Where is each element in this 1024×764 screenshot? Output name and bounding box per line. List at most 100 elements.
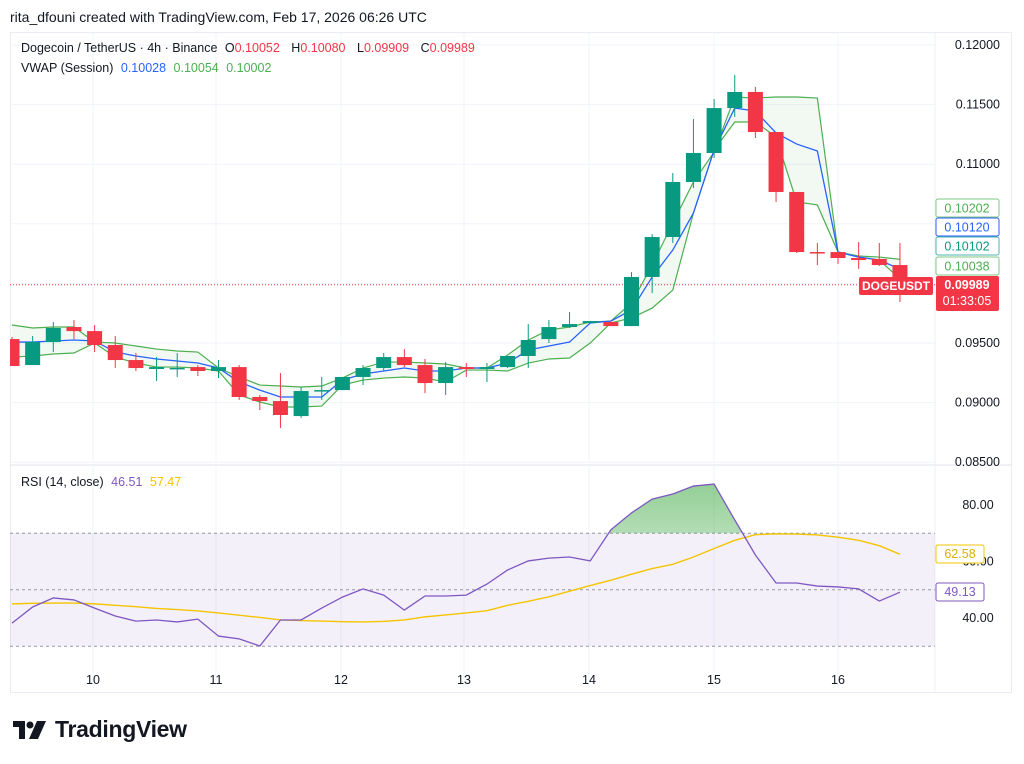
rsi-title[interactable]: RSI (14, close) xyxy=(21,475,104,489)
vwap-price-label-box xyxy=(935,217,1000,237)
candle xyxy=(272,373,288,428)
price-tick-label: 0.09500 xyxy=(955,336,1000,350)
vwap-upper-price-label-box xyxy=(935,198,1000,218)
candle xyxy=(747,86,763,138)
candle-body xyxy=(809,252,825,254)
ohlc-high: H0.10080 xyxy=(291,41,346,55)
symbol-tag-label: DOGEUSDT xyxy=(862,279,931,293)
rsi-price-label: 49.13 xyxy=(944,585,975,599)
candle-body xyxy=(706,108,722,153)
countdown-label: 01:33:05 xyxy=(943,294,992,308)
candle xyxy=(644,234,660,294)
rsi-ma-line xyxy=(11,533,901,623)
overbought-fill xyxy=(12,484,900,534)
candle xyxy=(541,319,557,343)
vwap-legend: VWAP (Session) 0.10028 0.10054 0.10002 xyxy=(21,61,275,75)
candle xyxy=(149,357,165,382)
candle-body xyxy=(438,367,454,384)
candle xyxy=(727,75,743,117)
vwap-lower-value: 0.10002 xyxy=(226,61,272,75)
symbol-legend: Dogecoin / TetherUS · 4h · Binance O0.10… xyxy=(21,41,483,55)
candle xyxy=(87,325,103,353)
candle-body xyxy=(851,258,867,261)
candle xyxy=(458,363,474,377)
vwap-lower-price-label-box xyxy=(935,256,1000,276)
time-tick-label: 15 xyxy=(707,673,721,687)
logo-text: TradingView xyxy=(55,716,187,742)
candle xyxy=(685,119,701,189)
rsi-legend: RSI (14, close) 46.51 57.47 xyxy=(21,475,185,489)
candle xyxy=(706,98,722,159)
candle-body xyxy=(169,367,185,370)
candle-body xyxy=(789,191,805,253)
candle xyxy=(107,335,123,369)
candle-body xyxy=(417,365,433,384)
candle-body xyxy=(10,339,20,367)
candle xyxy=(293,386,309,418)
symbol-title[interactable]: Dogecoin / TetherUS · 4h · Binance xyxy=(21,41,218,55)
candle-body xyxy=(149,367,165,369)
candle xyxy=(417,358,433,394)
candle-body xyxy=(211,367,226,372)
ohlc-low: L0.09909 xyxy=(357,41,410,55)
candle xyxy=(624,272,639,327)
candle-body xyxy=(87,331,103,346)
vwap-title[interactable]: VWAP (Session) xyxy=(21,61,114,75)
time-tick-label: 16 xyxy=(831,673,845,687)
rsi-ma-price-label: 62.58 xyxy=(944,547,975,561)
price-pane xyxy=(10,75,935,428)
candle-body xyxy=(45,327,61,343)
candle-body xyxy=(272,401,288,415)
price-tick-label: 0.11000 xyxy=(956,157,1000,171)
candle-body xyxy=(685,152,701,182)
candle-body xyxy=(252,396,268,402)
candle xyxy=(128,353,144,372)
candle-body xyxy=(190,367,206,372)
candle-body xyxy=(376,357,392,369)
candle-body xyxy=(665,181,681,238)
candle xyxy=(500,355,516,369)
candle-body xyxy=(541,327,557,340)
rsi-ma-label-box xyxy=(935,544,985,564)
candle xyxy=(809,242,825,266)
candle-body xyxy=(128,360,144,369)
candle xyxy=(562,312,578,328)
candle xyxy=(582,321,598,323)
price-tick-label: 0.12000 xyxy=(955,38,1000,52)
candle-body xyxy=(624,276,639,327)
candle xyxy=(252,394,268,410)
candle-body xyxy=(355,368,371,377)
time-tick-label: 12 xyxy=(334,673,348,687)
candle-body xyxy=(66,327,82,332)
candle xyxy=(355,365,371,386)
candle-body xyxy=(25,342,41,366)
price-tick-label: 0.11500 xyxy=(956,98,1000,112)
rsi-pane xyxy=(10,483,935,647)
symbol-tag-box xyxy=(859,277,933,295)
tradingview-logo-icon xyxy=(13,720,46,739)
price-tick-label: 0.08500 xyxy=(955,455,1000,469)
vwap-upper-value: 0.10054 xyxy=(173,61,219,75)
candle xyxy=(603,321,619,327)
tradingview-logo[interactable]: TradingView xyxy=(13,716,187,743)
candle-body xyxy=(231,367,247,397)
candle xyxy=(438,362,454,395)
candle xyxy=(66,319,82,340)
vwap-upper-price-label: 0.10202 xyxy=(944,202,989,216)
candle xyxy=(851,242,867,269)
candle xyxy=(479,363,495,382)
vwap-mid-price-label-box xyxy=(935,236,1000,256)
candle-body xyxy=(334,376,350,391)
candle xyxy=(871,242,887,266)
price-tick-label: 0.09000 xyxy=(955,396,1000,410)
candle xyxy=(10,337,20,367)
chart-credit: rita_dfouni created with TradingView.com… xyxy=(10,9,427,25)
candle-body xyxy=(396,357,412,366)
candle-body xyxy=(314,390,330,392)
rsi-ma-value: 57.47 xyxy=(149,475,182,489)
vwap-lower-price-label: 0.10038 xyxy=(944,260,989,274)
candle-body xyxy=(768,132,784,192)
candle-body xyxy=(582,321,598,323)
candle-body xyxy=(500,355,516,368)
